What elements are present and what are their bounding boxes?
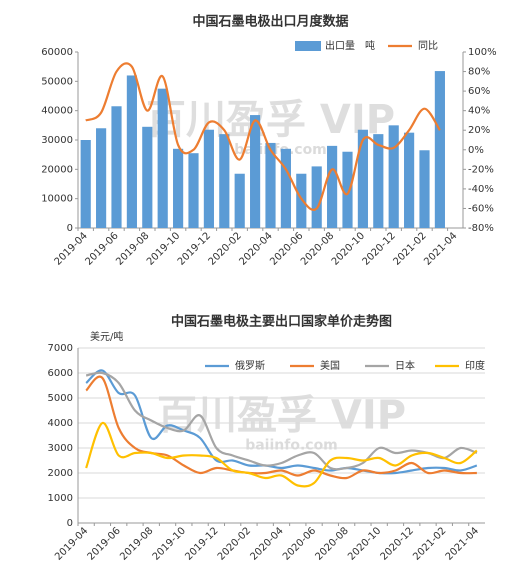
line bbox=[85, 371, 478, 471]
y2-tick-label: -40% bbox=[468, 184, 494, 195]
x-tick-label: 2020-06 bbox=[281, 525, 318, 562]
y-axis-label: 美元/吨 bbox=[90, 330, 123, 343]
bar bbox=[80, 140, 91, 228]
y-tick-label: 6000 bbox=[48, 368, 73, 379]
y-tick-label: 5000 bbox=[48, 393, 73, 404]
x-tick-label: 2019-10 bbox=[151, 525, 188, 562]
bar bbox=[280, 148, 291, 228]
bar bbox=[357, 129, 368, 228]
legend-swatch bbox=[295, 41, 321, 51]
x-tick-label: 2020-04 bbox=[248, 525, 285, 562]
y-tick-label: 30000 bbox=[41, 135, 73, 146]
bar bbox=[434, 71, 445, 228]
bar bbox=[96, 128, 107, 228]
legend-label: 美国 bbox=[320, 359, 340, 372]
y2-tick-label: 20% bbox=[468, 125, 490, 136]
y-tick-label: 0 bbox=[67, 223, 73, 234]
bar bbox=[126, 75, 137, 228]
x-tick-label: 2019-08 bbox=[118, 525, 155, 562]
legend-label: 印度 bbox=[465, 359, 485, 372]
bar bbox=[157, 88, 168, 229]
y2-tick-label: 100% bbox=[468, 47, 497, 58]
bar bbox=[234, 173, 245, 228]
y2-tick-label: 0% bbox=[468, 145, 484, 156]
y-tick-label: 60000 bbox=[41, 47, 73, 58]
legend-label: 出口量 吨 bbox=[325, 39, 375, 52]
y2-tick-label: 60% bbox=[468, 86, 490, 97]
bar bbox=[173, 148, 184, 228]
y-tick-label: 50000 bbox=[41, 76, 73, 87]
bar bbox=[265, 142, 276, 228]
legend-label: 同比 bbox=[418, 40, 438, 52]
x-tick-label: 2021-04 bbox=[444, 525, 481, 562]
bar bbox=[111, 106, 122, 228]
bar bbox=[142, 126, 153, 228]
bar bbox=[373, 134, 384, 228]
x-tick-label: 2019-06 bbox=[86, 525, 123, 562]
chart-title: 中国石墨电极主要出口国家单价走势图 bbox=[171, 314, 392, 330]
bar bbox=[203, 129, 214, 228]
x-tick-label: 2019-04 bbox=[53, 525, 90, 562]
y2-tick-label: -80% bbox=[468, 223, 494, 234]
y-tick-label: 0 bbox=[67, 518, 73, 529]
bar bbox=[311, 166, 322, 228]
watermark: baiinfo.com bbox=[245, 438, 338, 454]
bar bbox=[327, 145, 338, 228]
y-tick-label: 1000 bbox=[48, 493, 73, 504]
bar bbox=[188, 153, 199, 228]
y-tick-label: 20000 bbox=[41, 164, 73, 175]
line bbox=[85, 62, 441, 211]
bar bbox=[342, 151, 353, 228]
x-tick-label: 2020-08 bbox=[314, 525, 351, 562]
y-tick-label: 3000 bbox=[48, 443, 73, 454]
x-tick-label: 2020-12 bbox=[379, 525, 416, 562]
x-tick-label: 2021-04 bbox=[422, 230, 459, 267]
y-tick-label: 7000 bbox=[48, 343, 73, 354]
legend-label: 日本 bbox=[395, 359, 415, 372]
bar bbox=[388, 125, 399, 228]
bar bbox=[250, 115, 261, 228]
bar bbox=[219, 134, 230, 228]
watermark: 百川盈孚 VIP bbox=[157, 393, 406, 439]
y2-tick-label: 80% bbox=[468, 67, 490, 78]
legend-label: 俄罗斯 bbox=[235, 359, 265, 372]
y-tick-label: 4000 bbox=[48, 418, 73, 429]
y2-tick-label: -60% bbox=[468, 203, 494, 214]
x-tick-label: 2020-10 bbox=[346, 525, 383, 562]
x-tick-label: 2021-02 bbox=[411, 525, 448, 562]
y2-tick-label: -20% bbox=[468, 164, 494, 175]
y2-tick-label: 40% bbox=[468, 106, 490, 117]
bar bbox=[404, 132, 415, 228]
y-tick-label: 40000 bbox=[41, 106, 73, 117]
bar bbox=[296, 173, 307, 228]
bar bbox=[419, 150, 430, 228]
chart-title: 中国石墨电极出口月度数据 bbox=[192, 14, 348, 30]
x-tick-label: 2019-12 bbox=[183, 525, 220, 562]
watermark: 百川盈孚 VIP bbox=[146, 97, 395, 143]
y-tick-label: 10000 bbox=[41, 194, 73, 205]
watermark: baiinfo.com bbox=[234, 142, 327, 158]
y-tick-label: 2000 bbox=[48, 468, 73, 479]
line bbox=[85, 369, 478, 475]
x-tick-label: 2020-02 bbox=[216, 525, 253, 562]
line bbox=[85, 421, 478, 488]
